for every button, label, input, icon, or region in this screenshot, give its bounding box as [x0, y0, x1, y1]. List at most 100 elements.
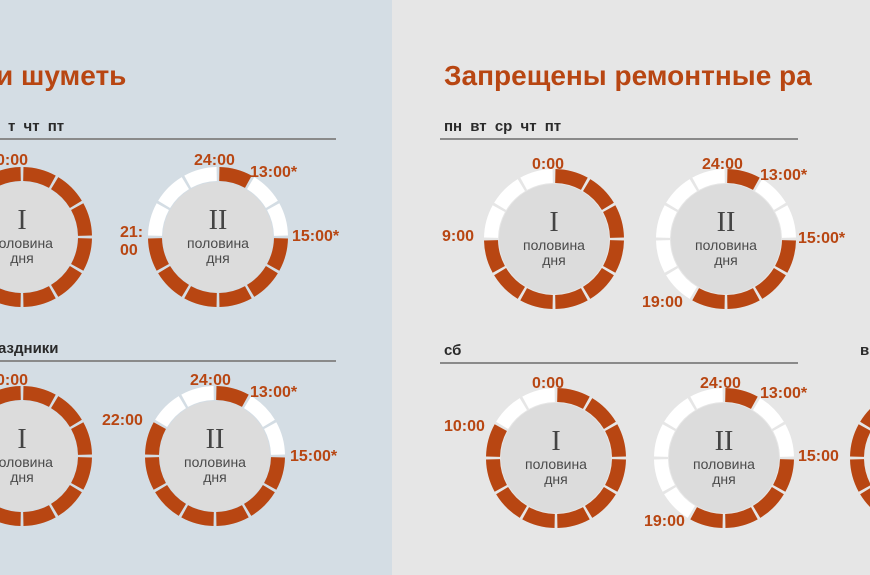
dial-hour-segment [690, 388, 723, 409]
right-panel-title: Запрещены ремонтные ра [444, 60, 812, 91]
dial-R2b [654, 388, 794, 528]
dial-hour-segment [145, 422, 166, 455]
time-label: 24:00 [190, 372, 231, 389]
dial-center-disc [163, 182, 273, 292]
dial-hour-segment [775, 205, 796, 238]
dial-hour-segment [725, 388, 758, 409]
dial-center-disc [669, 403, 779, 513]
dial-hour-segment [656, 205, 677, 238]
dial-R2a [486, 388, 626, 528]
time-label: 9:00 [442, 228, 475, 245]
dial-hour-segment [484, 240, 505, 273]
dial-hour-segment [755, 179, 786, 210]
dial-hour-segment [775, 240, 796, 273]
dial-hour-segment [148, 238, 169, 271]
left-weekdays-label: т чт пт [8, 118, 65, 135]
dial-center-disc [0, 401, 77, 511]
dial-hour-segment [244, 485, 275, 516]
time-label: 13:00* [250, 164, 298, 181]
dial-hour-segment [690, 507, 723, 528]
time-label: 24:00 [194, 152, 235, 169]
dial-center-disc [0, 182, 77, 292]
time-label: 0:00 [0, 152, 29, 169]
dial-hour-segment [145, 457, 166, 490]
dial-hour-segment [522, 388, 555, 409]
half-label-line2: дня [544, 471, 568, 487]
dial-hour-segment [484, 205, 505, 238]
half-label-line2: дня [542, 252, 566, 268]
dial-hour-segment [264, 422, 285, 455]
half-label-line1: половина [693, 456, 755, 472]
dial-hour-segment [654, 459, 675, 492]
dial-hour-segment [264, 457, 285, 490]
dial-hour-segment [71, 457, 92, 490]
dial-hour-segment [520, 169, 553, 190]
time-label: 0:00 [532, 375, 565, 392]
dial-hour-segment [155, 485, 186, 516]
time-label: 13:00* [250, 384, 298, 401]
dial-hour-segment [0, 288, 21, 307]
dial-hour-segment [585, 487, 616, 518]
dial-hour-segment [51, 485, 82, 516]
dial-hour-segment [727, 288, 760, 309]
dial-hour-segment [692, 169, 725, 190]
dial-hour-segment [520, 288, 553, 309]
dial-hour-segment [267, 203, 288, 236]
dial-L1b [148, 167, 288, 307]
half-numeral: I [549, 207, 559, 238]
dial-hour-segment [773, 459, 794, 492]
time-label: 13:00* [760, 385, 808, 402]
dial-hour-segment [0, 386, 21, 405]
right-sunday-label: в [860, 342, 870, 359]
dial-hour-segment [219, 167, 252, 188]
dial-hour-segment [0, 507, 21, 526]
dial-hour-segment [71, 203, 92, 236]
dial-hour-segment [666, 268, 697, 299]
dial-hour-segment [181, 386, 214, 407]
half-label-line2: дня [203, 469, 227, 485]
time-label: 19:00 [644, 513, 685, 530]
dial-hour-segment [557, 388, 590, 409]
dial-hour-segment [71, 422, 92, 455]
dial-hour-segment [23, 286, 56, 307]
dial-hour-segment [23, 386, 56, 407]
dial-hour-segment [216, 386, 249, 407]
dial-center-label: II половина дня [168, 207, 268, 266]
dial-hour-segment [605, 424, 626, 457]
half-numeral: I [17, 424, 27, 455]
right-saturday-divider [440, 362, 798, 364]
dial-hour-segment [51, 266, 82, 297]
time-label: 13:00* [760, 167, 808, 184]
dial-hour-segment [184, 286, 217, 307]
time-label: 0:00 [0, 372, 29, 389]
time-label: 21: 00 [120, 224, 144, 259]
half-label-line1: половина [695, 237, 757, 253]
left-holidays-divider [0, 360, 336, 362]
time-label: 15:00* [798, 230, 846, 247]
dial-center-disc [501, 403, 611, 513]
dial-hour-segment [725, 507, 758, 528]
dial-hour-segment [692, 288, 725, 309]
dial-hour-segment [656, 240, 677, 273]
dial-hour-segment [583, 179, 614, 210]
dial-hour-segment [773, 424, 794, 457]
dial-hour-segment [605, 459, 626, 492]
dial-hour-segment [496, 487, 527, 518]
dial-hour-segment [494, 268, 525, 299]
half-label-line2: дня [714, 252, 738, 268]
dial-hour-segment [603, 240, 624, 273]
half-label-line1: половина [525, 456, 587, 472]
dial-hour-segment [71, 238, 92, 271]
dial-hour-segment [557, 507, 590, 528]
time-label: 15:00* [292, 228, 340, 245]
half-numeral: II [714, 426, 734, 457]
dial-hour-segment [158, 177, 189, 208]
dial-hour-segment [184, 167, 217, 188]
dial-hour-segment [494, 179, 525, 210]
half-numeral: II [716, 207, 736, 238]
time-label: 10:00 [444, 418, 485, 435]
dial-center-disc [671, 184, 781, 294]
